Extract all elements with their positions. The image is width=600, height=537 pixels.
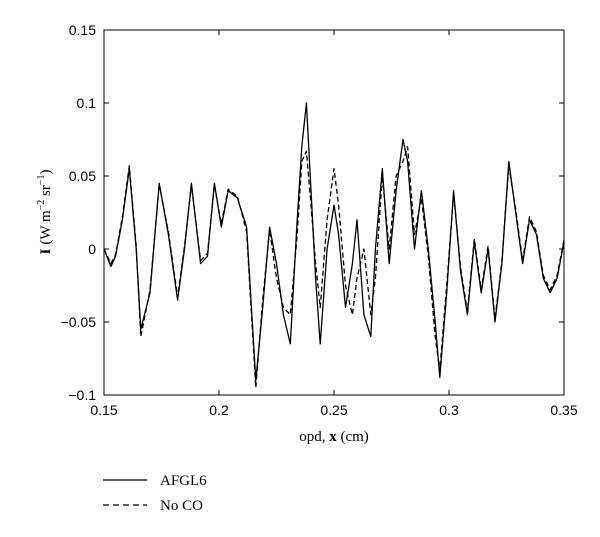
x-axis-label-pre: opd, (299, 429, 329, 445)
legend: AFGL6 No CO (103, 473, 207, 514)
x-tick-label: 0.15 (90, 402, 117, 418)
legend-label-afgl6: AFGL6 (160, 473, 207, 489)
legend-label-no-co: No CO (160, 498, 203, 514)
y-tick-label: 0 (88, 241, 96, 257)
y-axis-label-unit-sr: sr (38, 185, 54, 200)
y-tick-label: −0.05 (61, 314, 97, 330)
y-tick-label: −0.1 (68, 387, 96, 403)
x-tick-label: 0.2 (209, 402, 229, 418)
y-axis-label: I (W m−2 sr−1) (36, 169, 54, 254)
y-axis-label-unit-close: ) (38, 169, 54, 174)
x-tick-label: 0.35 (550, 402, 577, 418)
x-axis-label-symbol: x (329, 429, 337, 445)
x-tick-label: 0.25 (320, 402, 347, 418)
y-tick-label: 0.05 (69, 168, 96, 184)
series-line-no-co (103, 146, 565, 389)
tick-layer: 0.15 0.2 0.25 0.3 0.35 −0.1 −0.05 0 0.05 0.1 0.15 (61, 22, 578, 418)
x-axis-label-unit: (cm) (337, 429, 369, 445)
x-tick-label: 0.3 (439, 402, 459, 418)
x-axis-label: opd, x (cm) (299, 429, 369, 445)
series-layer (103, 102, 565, 389)
y-tick-label: 0.15 (69, 22, 96, 38)
y-tick-label: 0.1 (77, 95, 97, 111)
y-axis-label-unit-open: (W m (38, 210, 54, 245)
y-axis-label-exponent-1: −2 (36, 200, 47, 211)
y-axis-label-symbol: I (38, 249, 54, 255)
y-axis-label-exponent-2: −1 (36, 174, 47, 185)
